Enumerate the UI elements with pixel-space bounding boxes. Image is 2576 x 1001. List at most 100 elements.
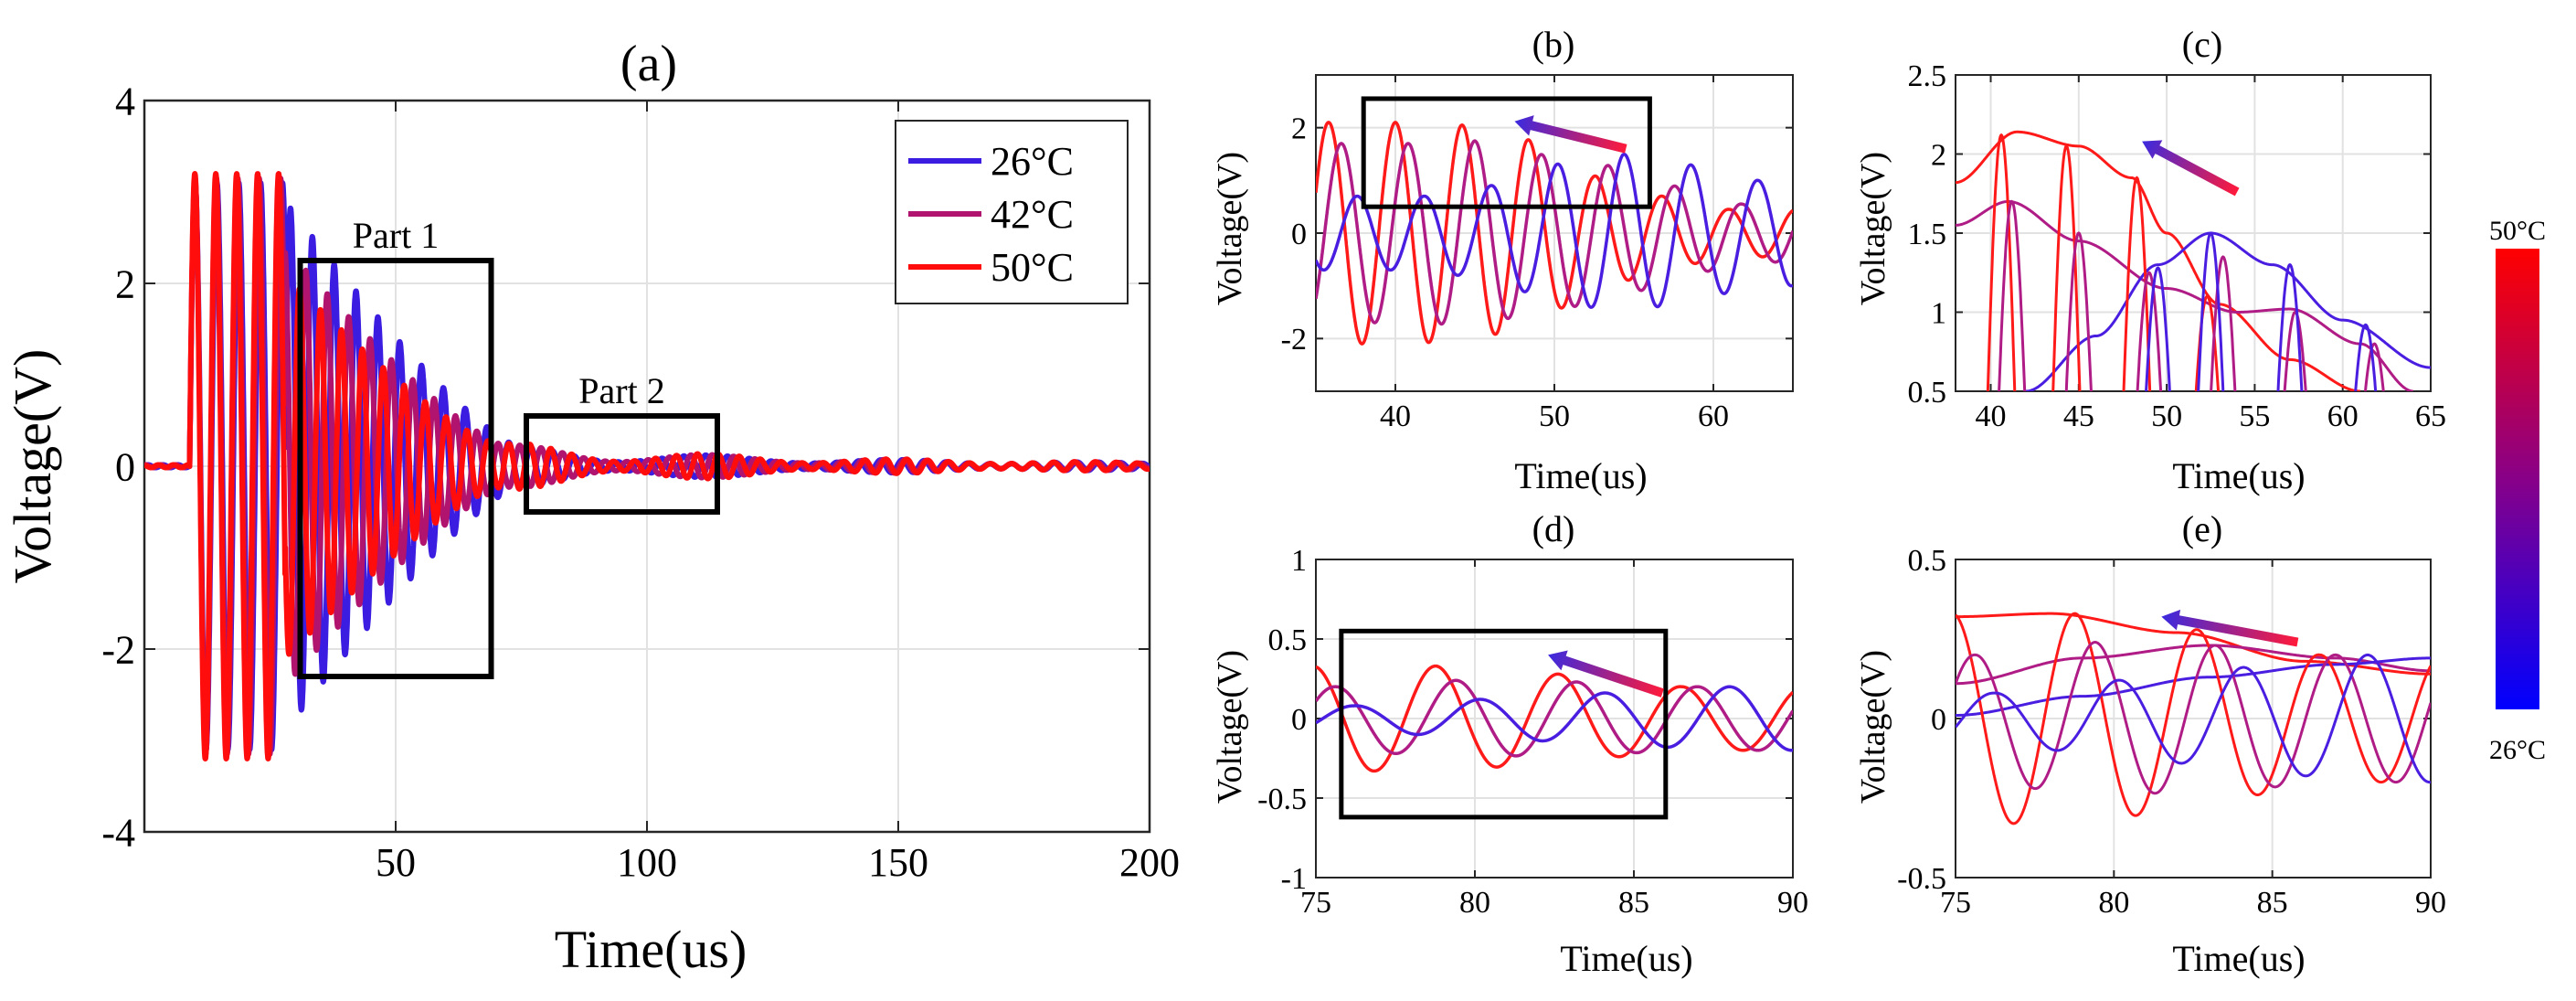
x-tick-label: 85 (1618, 886, 1649, 920)
envelope-line-0 (1956, 130, 2361, 391)
trend-arrow-shape (2161, 609, 2299, 647)
y-tick-label: 2 (1931, 138, 1946, 172)
panel-e: (e) Voltage(V) Time(us) 75 80 85 90 -0.5 0 0.5 (1854, 508, 2446, 979)
zoom-box (1339, 628, 1669, 820)
y-tick-label: 0.5 (1268, 623, 1308, 657)
panel-c: (c) Voltage(V) Time(us) 40 45 50 55 60 65 0.5 1… (1854, 24, 2446, 496)
series-line-0 (1316, 664, 1793, 773)
y-tick-label: -0.5 (1897, 862, 1946, 896)
annotation-label-part-1: Part 1 (353, 215, 439, 256)
x-tick-label: 90 (1777, 886, 1808, 920)
panel-b-xlabel: Time(us) (1514, 455, 1647, 496)
panel-d: (d) Voltage(V) Time(us) 75 80 85 90 -1 -0.5 0 0… (1211, 508, 1808, 979)
x-tick-label: 45 (2063, 399, 2094, 433)
x-tick-label: 65 (2415, 399, 2446, 433)
x-tick-label: 55 (2239, 399, 2270, 433)
panel-b-ylabel: Voltage(V) (1211, 152, 1249, 305)
y-tick-label: -0.5 (1257, 783, 1307, 816)
trend-arrow (2161, 609, 2299, 647)
panel-b-title: (b) (1532, 24, 1575, 65)
legend-label-42°C: 42°C (991, 192, 1074, 237)
legend-label-50°C: 50°C (991, 245, 1074, 290)
panel-e-title: (e) (2182, 508, 2222, 549)
y-tick-label: 0 (1291, 703, 1307, 737)
y-tick-label: 0.5 (1908, 544, 1947, 578)
x-tick-label: 75 (1940, 886, 1971, 920)
x-tick-label: 200 (1119, 840, 1180, 885)
y-tick-label: -2 (101, 627, 135, 672)
x-tick-label: 80 (2098, 886, 2129, 920)
series-line-0 (1316, 121, 1793, 346)
zoom-box (1361, 96, 1652, 209)
x-tick-label: 40 (1976, 399, 2007, 433)
colorbar: 50°C 26°C (2489, 216, 2546, 765)
y-tick-label: 4 (115, 79, 135, 123)
y-tick-label: -1 (1281, 862, 1307, 896)
legend-label-26°C: 26°C (991, 139, 1074, 184)
panel-a-ylabel: Voltage(V) (3, 349, 62, 584)
panel-e-ylabel: Voltage(V) (1854, 650, 1892, 804)
panel-d-xlabel: Time(us) (1560, 938, 1692, 979)
peak-line-11 (2197, 231, 2225, 391)
x-tick-label: 100 (617, 840, 677, 885)
x-tick-label: 50 (376, 840, 416, 885)
x-tick-label: 40 (1380, 399, 1411, 433)
peak-line-13 (2354, 323, 2378, 391)
x-tick-label: 90 (2415, 886, 2446, 920)
panel-a-xlabel: Time(us) (555, 920, 747, 979)
panel-b: (b) Voltage(V) Time(us) 40 50 60 -2 0 2 (1211, 24, 1794, 496)
x-tick-label: 60 (2327, 399, 2359, 433)
peak-line-6 (2136, 271, 2163, 391)
annotation-box-part-2 (524, 413, 720, 515)
y-tick-label: 2 (115, 261, 135, 306)
trend-arrow-shape (1548, 650, 1664, 698)
panel-c-xlabel: Time(us) (2172, 455, 2305, 496)
annotation-box-part-1 (297, 258, 494, 679)
panel-d-title: (d) (1532, 508, 1575, 549)
trend-arrow (2142, 140, 2240, 197)
y-tick-label: 2.5 (1908, 59, 1947, 93)
peak-line-2 (2122, 176, 2152, 391)
x-tick-label: 75 (1300, 886, 1331, 920)
y-tick-label: -4 (101, 810, 135, 855)
peak-line-0 (1986, 133, 2017, 391)
panel-d-ylabel: Voltage(V) (1211, 650, 1249, 804)
legend: 26°C 42°C 50°C (895, 120, 1129, 304)
trend-arrow (1514, 115, 1627, 154)
trend-arrow (1548, 650, 1664, 698)
y-tick-label: 1 (1291, 544, 1307, 578)
series-line-2 (1316, 153, 1793, 309)
y-tick-label: 0 (1931, 703, 1946, 737)
colorbar-gradient (2496, 249, 2539, 709)
x-tick-label: 60 (1698, 399, 1729, 433)
peak-line-7 (2210, 255, 2237, 391)
peak-line-8 (2283, 310, 2307, 391)
panel-a-title: (a) (620, 36, 677, 92)
y-tick-label: 1.5 (1908, 218, 1947, 251)
panel-a: (a) Voltage(V) Time(us) 50 100 150 200 -4 -2 0… (3, 36, 1180, 979)
series-line-2 (1316, 685, 1793, 752)
series-line-50°C (144, 171, 1150, 761)
peak-line-4 (1998, 199, 2027, 391)
peak-line-12 (2276, 262, 2304, 391)
annotation-label-part-2: Part 2 (578, 370, 664, 411)
envelope-line-1 (1956, 199, 2413, 391)
x-tick-label: 80 (1459, 886, 1490, 920)
x-tick-label: 50 (2151, 399, 2182, 433)
panel-e-xlabel: Time(us) (2172, 938, 2305, 979)
y-tick-label: 1 (1931, 296, 1946, 330)
peak-line-3 (2194, 294, 2221, 391)
envelope-line-1 (1956, 644, 2431, 686)
colorbar-min-label: 26°C (2489, 735, 2546, 765)
panel-c-title: (c) (2182, 24, 2222, 65)
y-tick-label: 0 (1291, 218, 1307, 251)
y-tick-label: 0 (115, 444, 135, 489)
x-tick-label: 150 (868, 840, 928, 885)
x-tick-label: 50 (1539, 399, 1570, 433)
series-line-2 (1956, 653, 2431, 784)
peak-line-9 (2364, 342, 2385, 391)
y-tick-label: 0.5 (1908, 376, 1947, 410)
y-tick-label: 2 (1291, 112, 1307, 146)
colorbar-max-label: 50°C (2489, 216, 2546, 246)
